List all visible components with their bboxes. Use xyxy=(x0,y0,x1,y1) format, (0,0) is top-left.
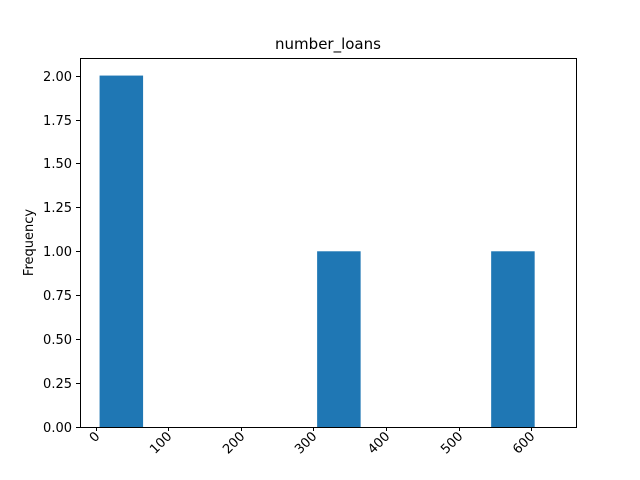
x-tick-label: 400 xyxy=(365,429,393,457)
y-tick-label: 2.00 xyxy=(43,70,72,85)
x-tick-label: 100 xyxy=(147,429,175,457)
y-tick-label: 1.50 xyxy=(43,157,72,172)
x-tick-label: 200 xyxy=(220,429,248,457)
x-tick-label: 600 xyxy=(510,429,538,457)
histogram-bar xyxy=(317,251,361,427)
histogram-bar xyxy=(99,75,144,428)
x-tick-label: 500 xyxy=(438,429,466,457)
y-tick-label: 0.00 xyxy=(43,421,72,436)
y-tick-label: 1.25 xyxy=(43,201,72,216)
y-tick-label: 1.75 xyxy=(43,114,72,129)
x-axis: 0 100 200 300 400 500 600 xyxy=(87,427,538,457)
bars-group xyxy=(99,75,535,428)
y-axis: 0.00 0.25 0.50 0.75 1.00 1.25 1.50 1.75 2.00 xyxy=(43,70,80,436)
x-tick-label: 0 xyxy=(87,429,103,445)
y-axis-title: Frequency xyxy=(22,209,37,276)
histogram-bar xyxy=(491,251,535,427)
x-tick-label: 300 xyxy=(292,429,320,457)
y-tick-label: 0.75 xyxy=(43,289,72,304)
chart-title: number_loans xyxy=(275,35,381,54)
y-tick-label: 0.50 xyxy=(43,333,72,348)
y-tick-label: 0.25 xyxy=(43,377,72,392)
plot-frame xyxy=(80,58,577,428)
y-tick-label: 1.00 xyxy=(43,245,72,260)
